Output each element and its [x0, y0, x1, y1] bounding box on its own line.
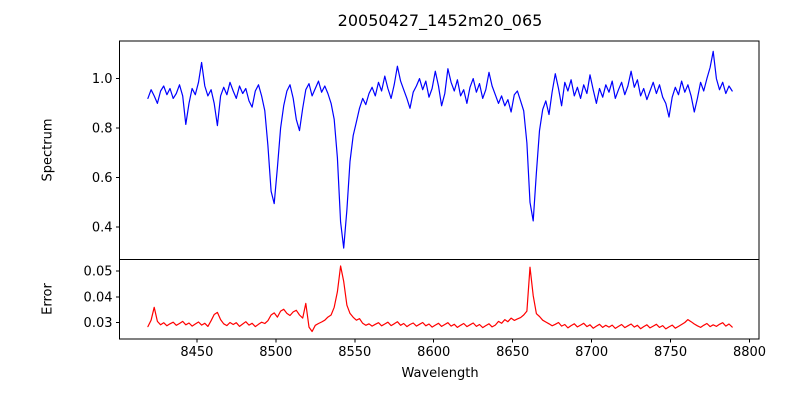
x-tick-label: 8450	[180, 345, 213, 360]
axes-frame-error	[119, 259, 760, 340]
x-tick-label: 8700	[575, 345, 608, 360]
x-tick-label: 8600	[417, 345, 450, 360]
y-tick-label: 0.8	[92, 122, 113, 137]
y-tick-label: 0.04	[84, 290, 113, 305]
axes-frame-flux	[119, 40, 760, 260]
flux-line	[147, 50, 733, 249]
y-tick-label: 0.05	[84, 265, 113, 280]
chart-title: 20050427_1452m20_065	[337, 11, 543, 30]
x-tick-label: 8500	[259, 345, 292, 360]
x-tick-label: 8750	[654, 345, 687, 360]
error-line	[147, 265, 733, 333]
x-tick-label: 8800	[733, 345, 766, 360]
x-axis-label: Wavelength	[401, 366, 479, 381]
x-tick-label: 8550	[338, 345, 371, 360]
y-tick-label: 0.03	[84, 316, 113, 331]
y-tick-label: 1.0	[92, 72, 113, 87]
y-tick-label: 0.6	[92, 171, 113, 186]
y-tick-label: 0.4	[92, 221, 113, 236]
x-tick-label: 8650	[496, 345, 529, 360]
